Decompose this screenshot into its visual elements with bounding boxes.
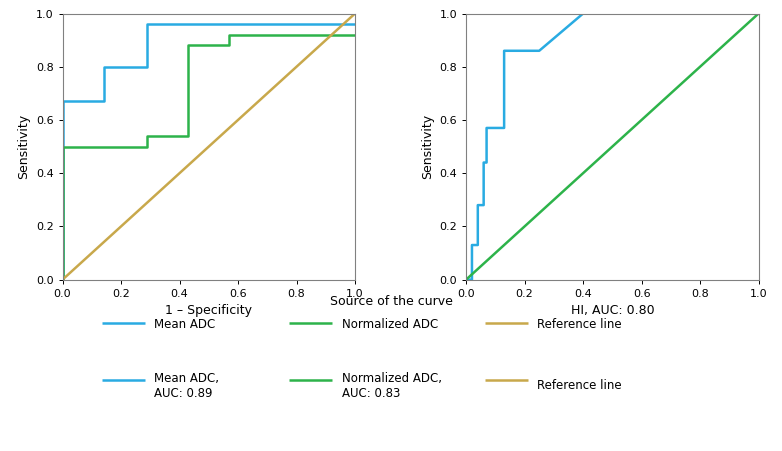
Text: Normalized ADC,
AUC: 0.83: Normalized ADC, AUC: 0.83 [342, 372, 442, 400]
Text: Reference line: Reference line [537, 318, 622, 331]
Text: Reference line: Reference line [537, 379, 622, 392]
Text: Mean ADC,
AUC: 0.89: Mean ADC, AUC: 0.89 [154, 372, 219, 400]
Text: Mean ADC: Mean ADC [154, 318, 215, 331]
Text: Source of the curve: Source of the curve [329, 295, 453, 308]
Y-axis label: Sensitivity: Sensitivity [421, 114, 434, 179]
X-axis label: 1 – Specificity: 1 – Specificity [165, 304, 253, 317]
X-axis label: HI, AUC: 0.80: HI, AUC: 0.80 [571, 304, 654, 317]
Text: Normalized ADC: Normalized ADC [342, 318, 438, 331]
Y-axis label: Sensitivity: Sensitivity [17, 114, 30, 179]
